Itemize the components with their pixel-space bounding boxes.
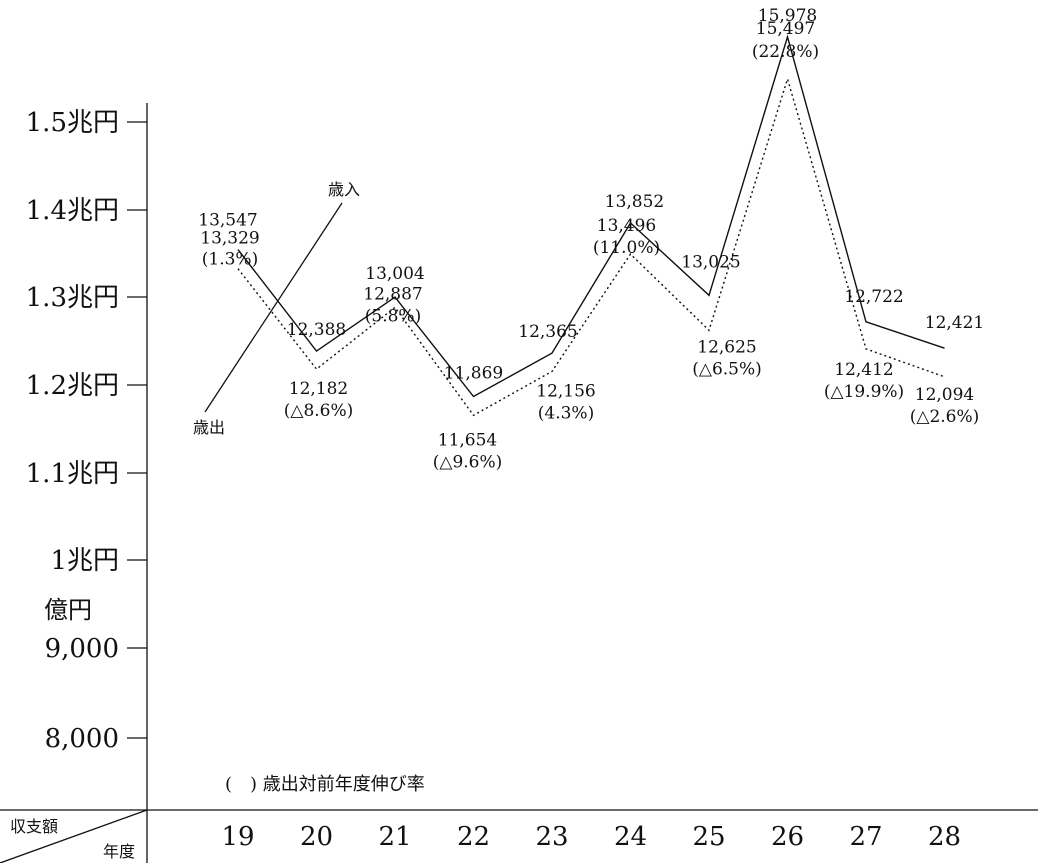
y-tick-label: 1兆円 — [50, 546, 119, 576]
y-tick-label: 1.2兆円 — [26, 371, 119, 401]
expenditure-value-label: 12,182 — [289, 379, 348, 399]
growth-rate-label: (△19.9%) — [824, 382, 904, 402]
expenditure-value-label: 12,412 — [834, 360, 893, 380]
revenue-value-label: 13,025 — [681, 252, 740, 272]
x-tick-label: 20 — [300, 822, 333, 852]
series-label-revenue: 歳入 — [328, 180, 360, 199]
y-ticks: 8,000 9,000 1兆円 1.1兆円 1.2兆円 1.3兆円 1.4兆円 1.5兆円 — [26, 108, 147, 754]
corner-label-bottom: 年度 — [103, 842, 135, 861]
growth-rate-label: (△8.6%) — [284, 401, 354, 421]
x-tick-label: 25 — [692, 822, 725, 852]
series-line-revenue — [237, 34, 945, 398]
revenue-value-label: 12,722 — [844, 287, 903, 307]
revenue-value-label: 13,547 — [198, 211, 257, 231]
series-label-leader — [204, 202, 343, 413]
growth-rate-label: (22.8%) — [752, 42, 819, 62]
growth-rate-label: (4.3%) — [538, 403, 594, 423]
growth-rate-label: (△6.5%) — [692, 359, 762, 379]
axes — [0, 103, 1038, 863]
data-labels: 13,547 12,388 13,004 11,869 12,365 13,852 13,0… — [198, 6, 984, 472]
y-tick-label: 1.1兆円 — [26, 459, 119, 489]
y-tick-label: 1.5兆円 — [26, 108, 119, 138]
series-lines — [237, 34, 945, 417]
corner-label-top: 収支額 — [10, 817, 58, 836]
x-tick-label: 22 — [457, 822, 490, 852]
series-line-expenditure — [237, 76, 945, 417]
expenditure-value-label: 12,625 — [697, 337, 756, 357]
x-tick-label: 21 — [378, 822, 411, 852]
x-tick-label: 28 — [928, 822, 961, 852]
expenditure-value-label: 13,496 — [597, 216, 656, 236]
y-tick-label: 9,000 — [45, 634, 119, 664]
growth-rate-label: (1.3%) — [202, 250, 258, 270]
y-tick-label: 8,000 — [45, 724, 119, 754]
expenditure-value-label: 15,497 — [756, 19, 815, 39]
revenue-value-label: 13,004 — [365, 264, 424, 284]
growth-rate-label: (5.8%) — [365, 306, 421, 326]
revenue-value-label: 12,388 — [287, 320, 346, 340]
y-unit-label: 億円 — [44, 596, 92, 624]
growth-rate-label: (△9.6%) — [433, 452, 503, 472]
x-tick-label: 19 — [221, 822, 254, 852]
x-ticks: 19 20 21 22 23 24 25 26 27 28 — [221, 822, 961, 852]
revenue-value-label: 15,978 — [758, 6, 817, 26]
expenditure-value-label: 12,156 — [536, 381, 595, 401]
revenue-value-label: 11,869 — [444, 363, 503, 383]
x-tick-label: 23 — [535, 822, 568, 852]
corner-diagonal — [0, 809, 148, 863]
growth-rate-label: (△2.6%) — [910, 407, 980, 427]
revenue-value-label: 12,365 — [518, 322, 577, 342]
y-tick-label: 1.3兆円 — [26, 283, 119, 313]
x-tick-label: 24 — [614, 822, 647, 852]
growth-rate-label: (11.0%) — [593, 238, 660, 258]
expenditure-value-label: 12,094 — [915, 385, 974, 405]
x-tick-label: 26 — [771, 822, 804, 852]
expenditure-value-label: 12,887 — [363, 284, 422, 304]
expenditure-value-label: 11,654 — [438, 430, 497, 450]
revenue-value-label: 12,421 — [925, 313, 984, 333]
revenue-value-label: 13,852 — [605, 192, 664, 212]
growth-rate-note: ( ) 歳出対前年度伸び率 — [225, 774, 425, 795]
y-tick-label: 1.4兆円 — [26, 196, 119, 226]
expenditure-value-label: 13,329 — [200, 229, 259, 249]
x-tick-label: 27 — [849, 822, 882, 852]
series-label-expenditure: 歳出 — [193, 418, 225, 437]
